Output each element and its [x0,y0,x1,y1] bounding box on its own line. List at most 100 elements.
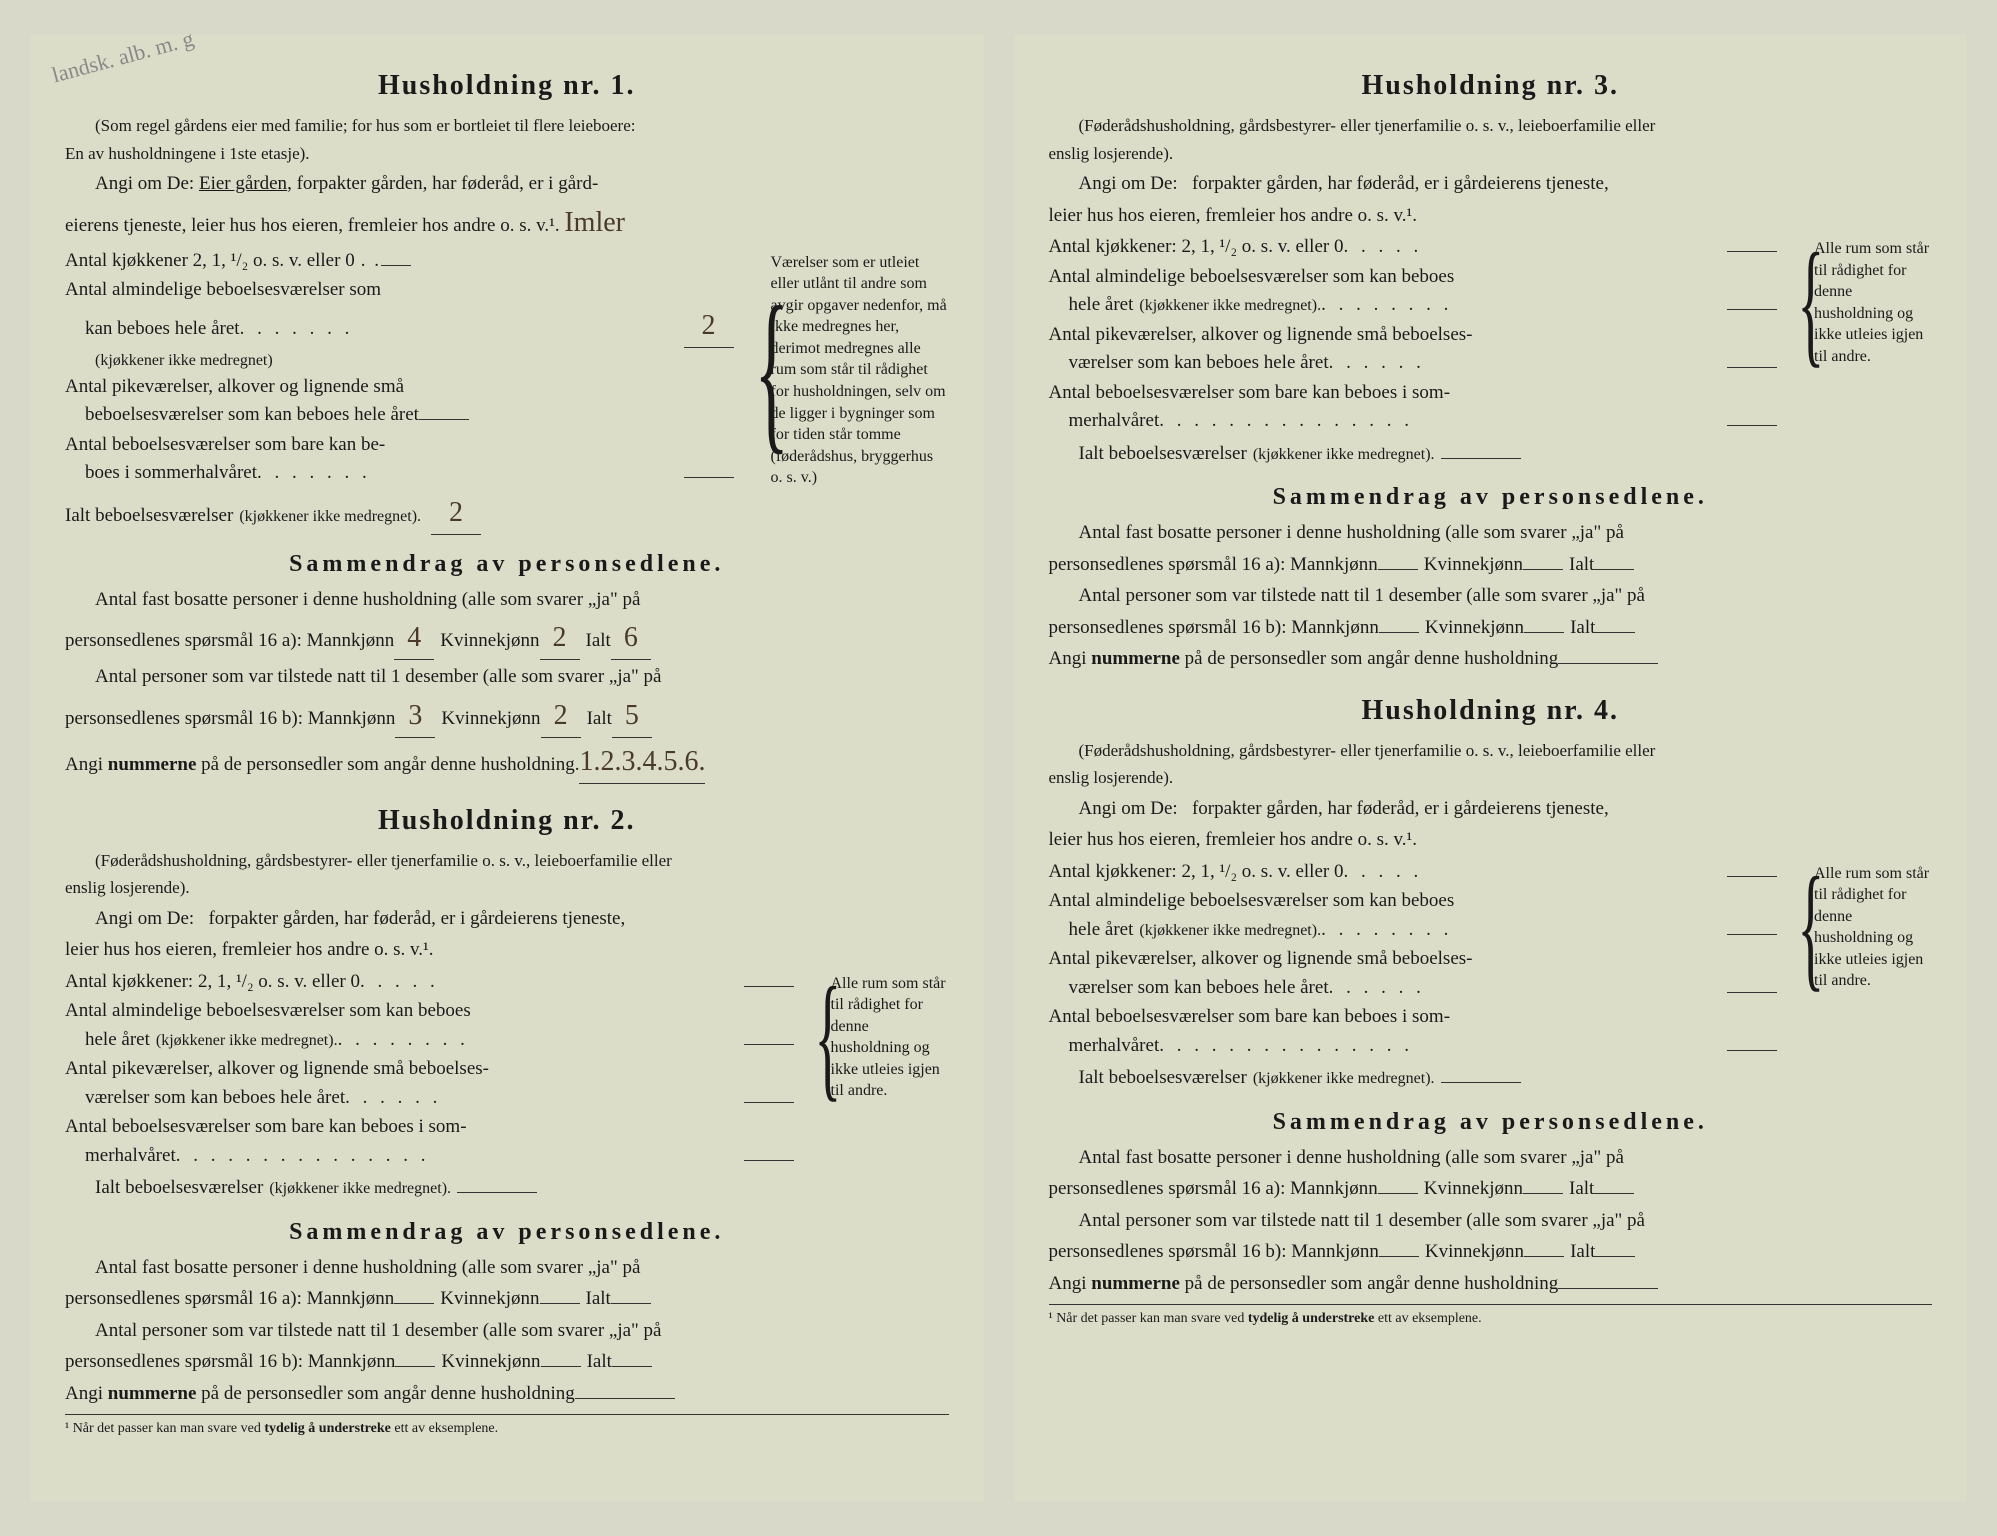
h4-til2-row: personsedlenes spørsmål 16 b): Mannkjønn… [1049,1238,1933,1267]
h3-alm-dots: . . . . . . . . [1321,291,1727,320]
h1-angi: Angi om De: [95,173,194,194]
h2-alm1: Antal almindelige beboelsesværelser som … [65,997,794,1026]
h2-num-val [575,1398,675,1399]
h3-fast-m [1378,569,1418,570]
h2-fast2-row: personsedlenes spørsmål 16 a): Mannkjønn… [65,1285,949,1314]
left-page: landsk. alb. m. g Husholdning nr. 1. (So… [30,35,984,1501]
h3-til2-row: personsedlenes spørsmål 16 b): Mannkjønn… [1049,614,1933,643]
h2-alm-note: (kjøkkener ikke medregnet). [156,1029,338,1053]
h3-ialt-note: (kjøkkener ikke medregnet). [1253,443,1435,467]
h2-ialt-val [457,1192,537,1193]
h2-title: Husholdning nr. 2. [65,800,949,842]
h2-til1: Antal personer som var tilstede natt til… [65,1317,949,1346]
h3-fast-ialt: Ialt [1569,551,1594,580]
h3-til-kv: Kvinnekjønn [1425,614,1524,643]
h4-kjok-label: Antal kjøkkener: 2, 1, ¹/₂ o. s. v. elle… [1049,858,1344,887]
h3-alm2-row: hele året (kjøkkener ikke medregnet). . … [1049,291,1778,320]
h4-alm1: Antal almindelige beboelsesværelser som … [1049,887,1778,916]
h4-kjok-val [1727,876,1777,877]
h4-side: { Alle rum som står til rådighet for den… [1792,858,1932,1094]
h4-til-i [1595,1256,1635,1257]
h3-kjok-dots: . . . . . [1343,233,1727,262]
h4-sub1: (Føderådshusholdning, gårdsbestyrer- ell… [1049,738,1933,764]
h1-ialt-val: 2 [431,492,481,535]
h3-fast2: personsedlenes spørsmål 16 a): Mannkjønn [1049,551,1378,580]
h4-pike1: Antal pikeværelser, alkover og lignende … [1049,945,1778,974]
h1-ialt-label: Ialt beboelsesværelser [65,502,233,531]
h2-fast-kv: Kvinnekjønn [440,1285,539,1314]
h3-som-val [1727,425,1777,426]
h2-som2-row: merhalvåret . . . . . . . . . . . . . . … [65,1142,794,1171]
h1-ialt-row: Ialt beboelsesværelser (kjøkkener ikke m… [65,492,734,535]
h4-kjok: Antal kjøkkener: 2, 1, ¹/₂ o. s. v. elle… [1049,858,1778,887]
h2-angi: Angi om De: [95,908,194,929]
h3-pike2-row: værelser som kan beboes hele året . . . … [1049,349,1778,378]
h4-som-dots: . . . . . . . . . . . . . . . [1159,1032,1727,1061]
h1-rooms-row: Antal kjøkkener 2, 1, ¹/₂ o. s. v. eller… [65,247,949,536]
h2-fast-k [540,1303,580,1304]
right-page: Husholdning nr. 3. (Føderådshusholdning,… [1014,35,1968,1501]
h1-bracket-icon: { [754,252,761,490]
h3-til-ialt: Ialt [1570,614,1595,643]
h2-fast-ialt: Ialt [586,1285,611,1314]
h2-fast1: Antal fast bosatte personer i denne hush… [65,1254,949,1283]
h4-som2-row: merhalvåret . . . . . . . . . . . . . . … [1049,1032,1778,1061]
h4-pike-dots: . . . . . . [1329,974,1727,1003]
h1-sammen: Sammendrag av personsedlene. [65,546,949,582]
h3-fast2-row: personsedlenes spørsmål 16 a): Mannkjønn… [1049,551,1933,580]
h4-num-val [1558,1288,1658,1289]
h1-fast-i: 6 [611,617,651,660]
h4-som1: Antal beboelsesværelser som bare kan beb… [1049,1003,1778,1032]
h3-pike-dots: . . . . . . [1329,349,1727,378]
h4-til1: Antal personer som var tilstede natt til… [1049,1207,1933,1236]
h3-sub1: (Føderådshusholdning, gårdsbestyrer- ell… [1049,113,1933,139]
h4-alm2: hele året [1069,916,1134,945]
h1-title: Husholdning nr. 1. [65,65,949,107]
h2-pike2: værelser som kan beboes hele året [85,1084,345,1113]
h4-pike2-row: værelser som kan beboes hele året . . . … [1049,974,1778,1003]
h4-pike-val [1727,992,1777,993]
h2-fast-i [611,1303,651,1304]
h2-til-kv: Kvinnekjønn [441,1348,540,1377]
h1-side: { Værelser som er utleiet eller utlånt t… [749,247,949,536]
h2-pike-val [744,1102,794,1103]
h3-til2: personsedlenes spørsmål 16 b): Mannkjønn [1049,614,1379,643]
h4-til-m [1379,1256,1419,1257]
h3-kjok-val [1727,251,1777,252]
h4-ialt-label: Ialt beboelsesværelser [1079,1064,1247,1093]
h4-fast-ialt: Ialt [1569,1175,1594,1204]
h2-som-val [744,1160,794,1161]
h1-num-val: 1.2.3.4.5.6. [579,741,705,784]
h1-til1: Antal personer som var tilstede natt til… [65,663,949,692]
h4-alm-dots: . . . . . . . . [1321,916,1727,945]
h2-til2: personsedlenes spørsmål 16 b): Mannkjønn [65,1348,395,1377]
h4-ialt-note: (kjøkkener ikke medregnet). [1253,1067,1435,1091]
h1-fast2: personsedlenes spørsmål 16 a): Mannkjønn [65,627,394,656]
h1-alm-val: 2 [684,305,734,348]
h3-til-k [1524,632,1564,633]
h4-bracket-icon: { [1797,863,1804,993]
h1-som-val [684,477,734,478]
h1-ialt-note: (kjøkkener ikke medregnet). [239,505,421,529]
h2-rooms-left: Antal kjøkkener: 2, 1, ¹/₂ o. s. v. elle… [65,968,794,1204]
h2-sub2: enslig losjerende). [65,875,949,901]
h4-footnote: ¹ Når det passer kan man svare ved tydel… [1049,1304,1933,1329]
h3-num-val [1558,663,1658,664]
h1-kjok-val [381,265,411,266]
h1-sub1: (Som regel gårdens eier med familie; for… [65,113,949,139]
h4-til-kv: Kvinnekjønn [1425,1238,1524,1267]
h1-sub2: En av husholdningene i 1ste etasje). [65,141,949,167]
h2-num-label: Angi nummerne på de personsedler som ang… [65,1380,575,1409]
h4-som-val [1727,1050,1777,1051]
h1-alm2-row: kan beboes hele året . . . . . . . 2 [65,305,734,348]
h1-pike2-row: beboelsesværelser som kan beboes hele år… [65,401,734,430]
h1-num-row: Angi nummerne på de personsedler som ang… [65,741,949,784]
h4-alm-val [1727,934,1777,935]
h1-eier: Eier gården [199,173,287,194]
h4-fast-m [1378,1193,1418,1194]
h1-til2-row: personsedlenes spørsmål 16 b): Mannkjønn… [65,695,949,738]
h1-fast-k: 2 [540,617,580,660]
h4-title: Husholdning nr. 4. [1049,690,1933,732]
h1-som-dots: . . . . . . . [257,459,683,488]
h2-fast-m [394,1303,434,1304]
